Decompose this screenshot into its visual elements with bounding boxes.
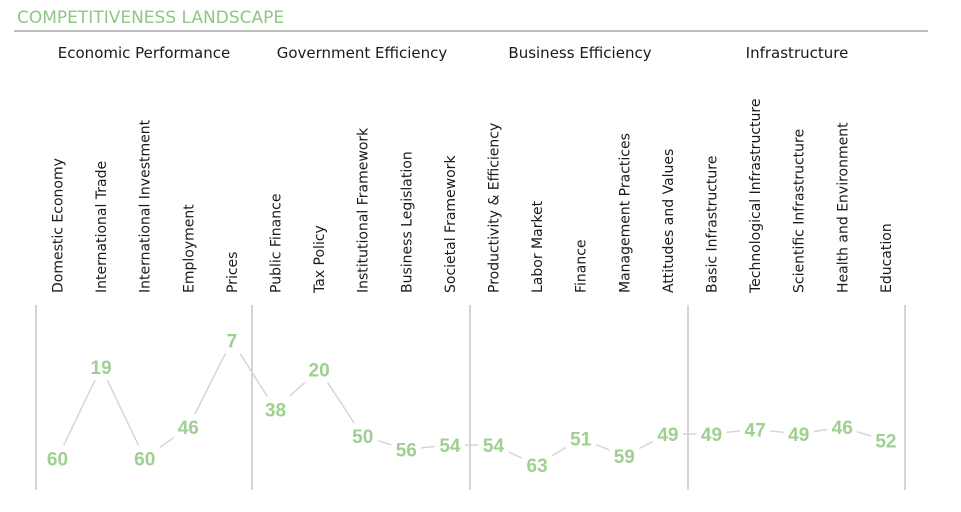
value-label-background <box>260 396 291 423</box>
category-label-employment: Employment <box>181 204 197 293</box>
value-label-finance: 51 <box>570 429 592 450</box>
value-label-background <box>870 427 901 454</box>
value-label-productivity-efficiency: 54 <box>483 436 505 457</box>
group-label-economic-performance: Economic Performance <box>58 44 230 62</box>
value-label-background <box>129 445 160 472</box>
value-label-technological-infrastructure: 47 <box>745 420 766 441</box>
value-label-societal-framework: 54 <box>439 436 461 457</box>
value-label-background <box>827 414 858 441</box>
value-label-health-and-environment: 46 <box>832 418 853 439</box>
category-labels: Domestic Economy International Trade Inter… <box>51 99 895 294</box>
chart-title: COMPETITIVENESS LANDSCAPE <box>17 8 284 28</box>
value-label-background <box>391 436 422 463</box>
group-label-government-efficiency: Government Efficiency <box>277 44 448 62</box>
value-label-background <box>434 432 465 458</box>
value-label-public-finance: 38 <box>265 400 286 421</box>
value-label-background <box>347 423 378 450</box>
value-label-basic-infrastructure: 49 <box>701 425 722 446</box>
value-label-background <box>783 420 814 447</box>
category-label-technological-infrastructure: Technological Infrastructure <box>748 99 764 294</box>
value-label-employment: 46 <box>178 418 199 439</box>
value-label-background <box>740 416 771 443</box>
value-labels: 60 19 60 46 7 38 20 50 56 54 54 63 51 59 49 49 47 49 46 52 <box>42 327 901 478</box>
category-label-basic-infrastructure: Basic Infrastructure <box>705 156 721 293</box>
category-label-scientific-infrastructure: Scientific Infrastructure <box>792 129 808 293</box>
value-label-institutional-framework: 50 <box>352 427 373 448</box>
value-label-attitudes-and-values: 49 <box>657 425 678 446</box>
value-label-background <box>522 452 553 478</box>
category-label-international-trade: International Trade <box>94 161 110 293</box>
group-separators <box>35 305 906 490</box>
category-label-productivity-efficiency: Productivity & Efficiency <box>487 123 503 293</box>
value-label-education: 52 <box>875 432 896 453</box>
category-label-finance: Finance <box>574 239 590 293</box>
category-label-attitudes-and-values: Attitudes and Values <box>661 149 677 293</box>
value-label-international-trade: 19 <box>91 358 112 379</box>
value-label-background <box>565 425 596 452</box>
category-label-education: Education <box>879 223 895 293</box>
group-label-infrastructure: Infrastructure <box>746 44 849 62</box>
value-label-tax-policy: 20 <box>309 360 330 381</box>
series-line <box>56 339 887 466</box>
category-label-international-investment: International Investment <box>138 119 154 293</box>
value-label-scientific-infrastructure: 49 <box>788 425 809 446</box>
value-label-international-investment: 60 <box>134 449 155 470</box>
value-label-prices: 7 <box>227 332 238 353</box>
category-label-public-finance: Public Finance <box>269 194 285 293</box>
value-label-management-practices: 59 <box>614 447 635 468</box>
value-label-background <box>304 356 335 383</box>
category-label-health-and-environment: Health and Environment <box>835 122 851 293</box>
value-label-background <box>42 445 73 472</box>
category-label-domestic-economy: Domestic Economy <box>51 158 67 293</box>
value-label-background <box>86 354 117 381</box>
group-label-business-efficiency: Business Efficiency <box>508 44 651 62</box>
category-label-management-practices: Management Practices <box>617 133 633 293</box>
value-label-background <box>173 414 204 441</box>
category-label-institutional-framework: Institutional Framework <box>356 127 372 293</box>
category-label-societal-framework: Societal Framework <box>443 155 459 293</box>
category-label-tax-policy: Tax Policy <box>312 225 328 294</box>
value-label-background <box>652 420 683 447</box>
value-label-background <box>696 420 727 447</box>
value-label-labor-market: 63 <box>527 456 548 477</box>
category-label-business-legislation: Business Legislation <box>399 151 415 293</box>
value-label-background <box>609 443 640 470</box>
category-label-prices: Prices <box>225 252 241 293</box>
value-label-business-legislation: 56 <box>396 440 417 461</box>
value-label-background <box>216 327 247 354</box>
value-label-background <box>478 432 509 458</box>
category-label-labor-market: Labor Market <box>530 200 546 293</box>
value-label-domestic-economy: 60 <box>47 449 68 470</box>
